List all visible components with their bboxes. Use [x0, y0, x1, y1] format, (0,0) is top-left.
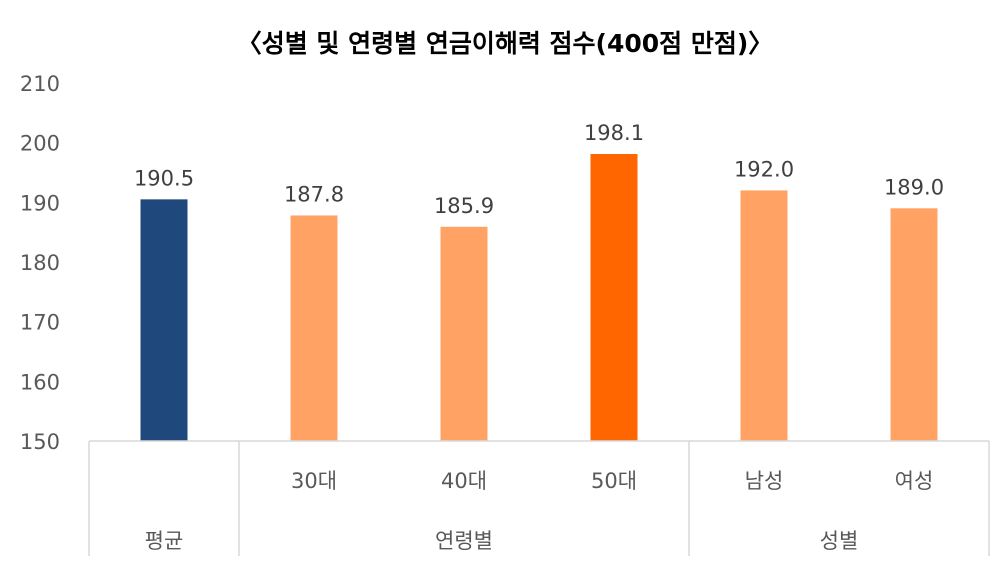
chart-title: 〈성별 및 연령별 연금이해력 점수(400점 만점)〉 [237, 29, 774, 58]
x-tick-label: 30대 [291, 469, 337, 493]
x-tick-label: 남성 [745, 469, 784, 493]
group-label: 성별 [820, 529, 859, 553]
bar [290, 215, 338, 441]
bar [740, 190, 788, 441]
y-tick-label: 190 [20, 191, 60, 215]
y-tick-label: 200 [20, 132, 60, 156]
x-tick-label: 50대 [591, 469, 637, 493]
bar [590, 154, 638, 441]
data-label: 190.5 [134, 166, 194, 190]
y-tick-label: 170 [20, 311, 60, 335]
y-tick-label: 160 [20, 370, 60, 394]
y-tick-label: 180 [20, 251, 60, 275]
y-tick-label: 210 [20, 72, 60, 96]
data-label: 192.0 [734, 157, 794, 181]
group-label: 연령별 [435, 529, 493, 553]
x-tick-label: 여성 [895, 469, 934, 493]
bar [890, 208, 938, 441]
data-label: 185.9 [434, 194, 494, 218]
y-tick-label: 150 [20, 430, 60, 454]
group-label: 평균 [145, 529, 184, 553]
x-tick-label: 40대 [441, 469, 487, 493]
data-label: 187.8 [284, 182, 344, 206]
bar [140, 199, 188, 441]
data-label: 189.0 [884, 175, 944, 199]
bar [440, 226, 488, 441]
data-label: 198.1 [584, 121, 644, 145]
